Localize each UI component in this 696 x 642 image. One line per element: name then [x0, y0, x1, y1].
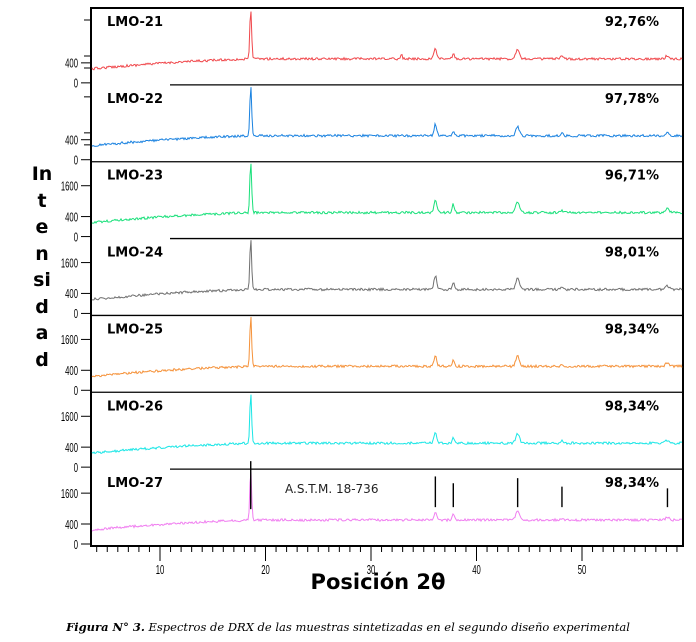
series-line-lmo-22: [91, 87, 683, 147]
caption-text: Espectros de DRX de las muestras sinteti…: [144, 620, 630, 634]
x-axis-title: Posición 2θ: [310, 570, 446, 594]
y-tick-label: 400: [65, 57, 78, 72]
x-tick-label: 40: [472, 563, 481, 578]
purity-label: 98,34%: [605, 476, 659, 491]
y-axis-title-letter: In: [31, 163, 53, 185]
purity-label: 98,34%: [605, 322, 659, 337]
y-tick-label: 400: [65, 518, 78, 533]
y-tick-label: 0: [74, 461, 78, 476]
x-tick-label: 20: [261, 563, 270, 578]
y-tick-label: 0: [74, 384, 78, 399]
purity-label: 97,78%: [605, 92, 659, 107]
y-tick-label: 0: [74, 230, 78, 245]
series-line-lmo-27: [91, 472, 683, 532]
sample-label: LMO-22: [107, 92, 163, 107]
y-tick-label: 1600: [61, 333, 78, 348]
sample-label: LMO-21: [107, 15, 163, 30]
y-tick-label: 0: [74, 307, 78, 322]
y-axis-title-letter: e: [35, 216, 49, 238]
sample-label: LMO-26: [107, 399, 163, 414]
y-tick-label: 400: [65, 364, 78, 379]
purity-label: 98,01%: [605, 246, 659, 261]
y-tick-label: 400: [65, 134, 78, 149]
sample-label: LMO-27: [107, 476, 163, 491]
y-axis-title-letter: a: [35, 322, 49, 344]
sample-label: LMO-24: [107, 246, 163, 261]
x-tick-label: 10: [156, 563, 165, 578]
purity-label: 96,71%: [605, 169, 659, 184]
series-line-lmo-21: [91, 11, 683, 71]
y-tick-label: 0: [74, 154, 78, 169]
y-axis-title-letter: n: [35, 242, 49, 265]
y-tick-label: 1600: [61, 180, 78, 195]
caption-label: Figura N° 3.: [66, 620, 145, 634]
y-tick-label: 1600: [61, 487, 78, 502]
y-axis-title-letter: t: [37, 189, 47, 212]
y-tick-label: 400: [65, 287, 78, 302]
x-tick-label: 50: [578, 563, 587, 578]
y-tick-label: 1600: [61, 410, 78, 425]
reference-label: A.S.T.M. 18-736: [285, 482, 378, 496]
x-tick-label: 30: [367, 563, 376, 578]
sample-label: LMO-23: [107, 169, 163, 184]
y-tick-label: 0: [74, 538, 78, 553]
y-tick-label: 1600: [61, 256, 78, 271]
series-line-lmo-25: [91, 316, 683, 378]
y-tick-label: 400: [65, 441, 78, 456]
y-axis-title-letter: d: [35, 348, 49, 371]
purity-label: 98,34%: [605, 399, 659, 414]
y-axis-title-letter: d: [35, 295, 49, 318]
plot-frame: [90, 7, 684, 547]
y-tick-label: 400: [65, 210, 78, 225]
series-line-lmo-23: [91, 163, 683, 224]
figure-caption: Figura N° 3. Espectros de DRX de las mue…: [0, 620, 696, 634]
purity-label: 92,76%: [605, 15, 659, 30]
sample-label: LMO-25: [107, 322, 163, 337]
series-line-lmo-24: [91, 240, 683, 301]
y-tick-label: 0: [74, 77, 78, 92]
y-axis-title-letter: si: [33, 269, 51, 291]
series-line-lmo-26: [91, 394, 683, 455]
